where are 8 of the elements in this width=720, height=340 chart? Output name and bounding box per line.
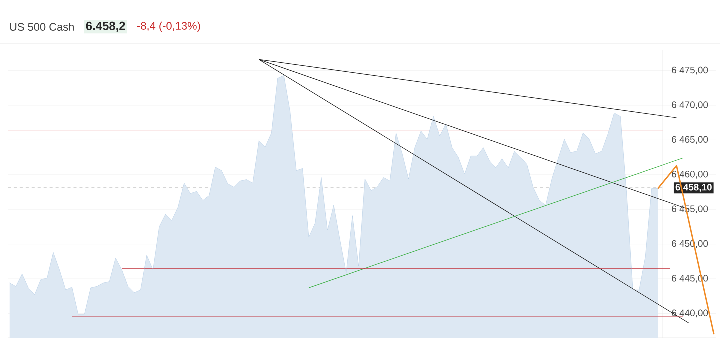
chart-title: US 500 Cash [10,22,74,32]
y-tick-label: 6 465,00 [672,136,708,144]
text: -8,4 (-0,13%) [138,22,200,32]
y-tick-label: 6 460,00 [672,171,708,179]
text: 6.458,2 [86,22,126,32]
y-tick-label: 6 475,00 [672,66,708,75]
y-tick-label: 6 470,00 [672,102,708,110]
ref-line-label: 6 458,10 [676,184,712,192]
